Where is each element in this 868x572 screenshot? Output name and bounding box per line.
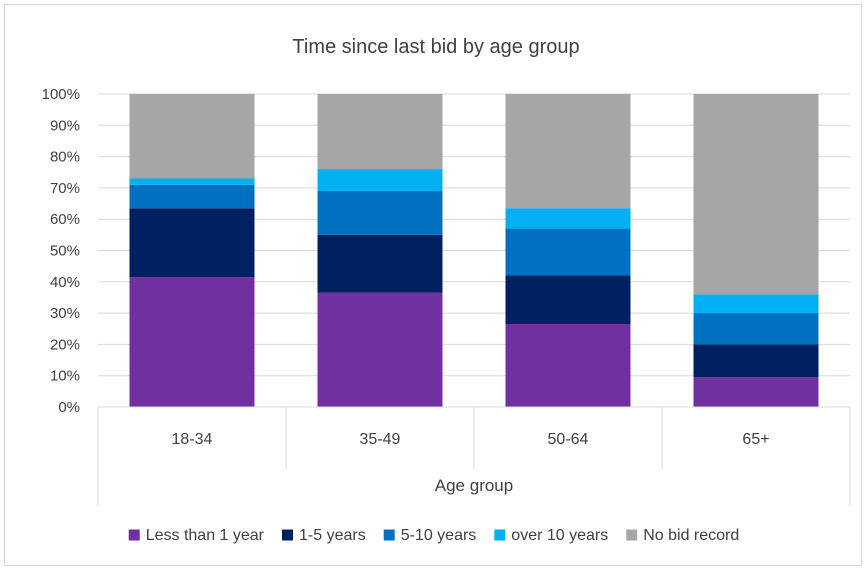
x-axis-title: Age group: [435, 476, 513, 495]
bar-segment: [129, 277, 255, 407]
legend-label: 5-10 years: [401, 527, 477, 544]
y-axis-tick-labels: 0% 10% 20% 30% 40% 50% 60% 70% 80% 90% 100%: [42, 86, 80, 416]
bar-segment: [129, 178, 255, 185]
y-tick-label: 10%: [50, 368, 80, 385]
legend-label: Less than 1 year: [146, 527, 265, 544]
bar-segment: [317, 94, 443, 170]
x-tick-label: 18-34: [172, 431, 213, 448]
chart-title: Time since last bid by age group: [292, 36, 579, 58]
y-tick-label: 60%: [50, 211, 80, 228]
bar-segment: [505, 324, 631, 407]
x-tick-label: 50-64: [548, 431, 589, 448]
y-tick-label: 20%: [50, 336, 80, 353]
y-tick-label: 80%: [50, 149, 80, 166]
bar-segment: [317, 191, 443, 235]
bar-segment: [317, 234, 443, 293]
legend-label: No bid record: [643, 527, 739, 544]
bar-segment: [693, 294, 819, 314]
legend-label: 1-5 years: [299, 527, 366, 544]
bar-segment: [693, 344, 819, 378]
bars: [129, 94, 819, 407]
bar-segment: [317, 292, 443, 407]
bar-segment: [693, 94, 819, 295]
bar-segment: [129, 208, 255, 278]
legend-swatch: [626, 529, 638, 541]
bar-segment: [505, 208, 631, 229]
legend-label: over 10 years: [511, 527, 608, 544]
bar-segment: [693, 377, 819, 407]
y-tick-label: 40%: [50, 274, 80, 291]
bar-segment: [505, 275, 631, 325]
y-tick-label: 70%: [50, 180, 80, 197]
y-tick-label: 100%: [42, 86, 80, 103]
y-tick-label: 30%: [50, 305, 80, 322]
x-tick-label: 65+: [742, 431, 769, 448]
x-tick-label: 35-49: [360, 431, 401, 448]
bar-segment: [129, 94, 255, 179]
legend-swatch: [282, 529, 294, 541]
y-tick-label: 50%: [50, 243, 80, 260]
bar-segment: [693, 313, 819, 345]
bar-segment: [505, 94, 631, 209]
y-tick-label: 90%: [50, 117, 80, 134]
bar-segment: [317, 169, 443, 192]
x-axis-category-labels: 18-34 35-49 50-64 65+: [172, 431, 770, 448]
legend-swatch: [128, 529, 140, 541]
legend-swatch: [494, 529, 506, 541]
bar-segment: [129, 184, 255, 209]
y-tick-label: 0%: [58, 399, 80, 416]
legend-swatch: [383, 529, 395, 541]
axis-lines: [97, 406, 851, 505]
legend: Less than 1 year 1-5 years 5-10 years over …: [128, 527, 739, 544]
bar-segment: [505, 228, 631, 276]
